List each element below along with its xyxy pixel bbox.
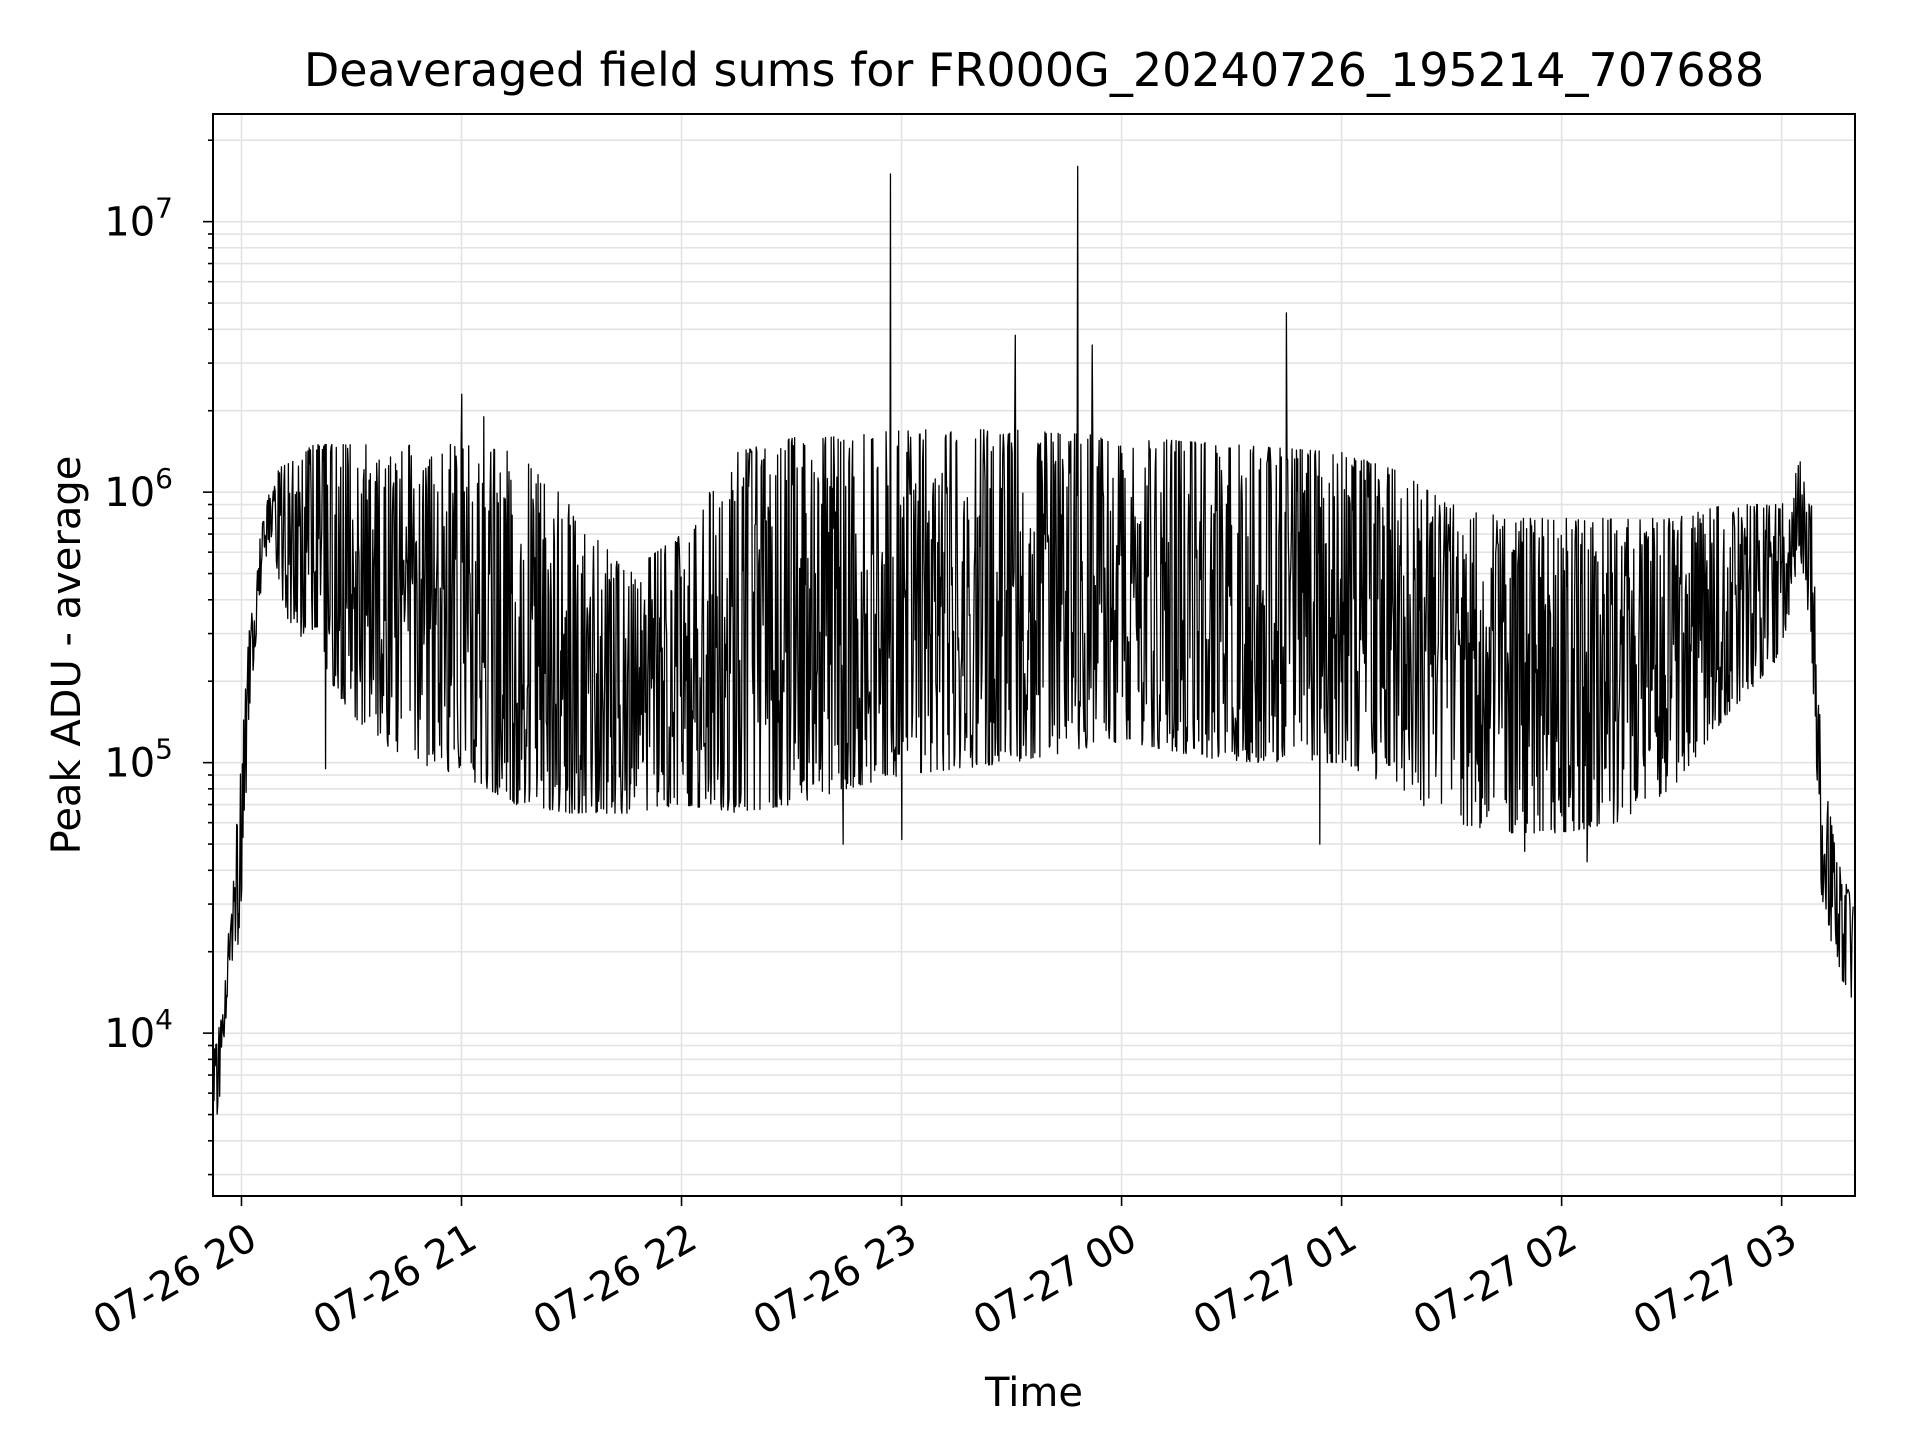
y-tick-label-base: 10 — [104, 1011, 155, 1057]
x-tick-label: 07-26 23 — [746, 1215, 925, 1345]
y-tick-label-exponent: 4 — [155, 1003, 173, 1036]
y-tick-label-exponent: 6 — [155, 462, 173, 495]
y-tick-label-base: 10 — [104, 200, 155, 246]
x-tick-label: 07-27 00 — [966, 1215, 1145, 1345]
x-axis-label: Time — [984, 1370, 1083, 1416]
x-tick-label: 07-27 01 — [1186, 1215, 1365, 1345]
x-tick-label: 07-27 02 — [1406, 1215, 1585, 1345]
chart-title: Deaveraged field sums for FR000G_2024072… — [304, 43, 1764, 97]
y-tick-label-exponent: 5 — [155, 733, 173, 766]
plot-frame — [212, 113, 1856, 1197]
y-tick-label: 105 — [104, 733, 173, 787]
series-path — [213, 165, 1854, 1115]
y-axis-label: Peak ADU - average — [44, 456, 90, 855]
y-tick-label: 104 — [104, 1003, 173, 1057]
x-tick-label: 07-26 20 — [86, 1215, 265, 1345]
y-tick-label-base: 10 — [104, 470, 155, 516]
grid-lines — [213, 114, 1855, 1196]
x-tick-label: 07-27 03 — [1626, 1215, 1805, 1345]
y-tick-label: 107 — [104, 192, 173, 246]
x-tick-label: 07-26 22 — [526, 1215, 705, 1345]
y-tick-label: 106 — [104, 462, 173, 516]
y-tick-label-exponent: 7 — [155, 192, 173, 225]
y-tick-label-base: 10 — [104, 741, 155, 787]
x-tick-label: 07-26 21 — [306, 1215, 485, 1345]
series-line — [213, 165, 1854, 1115]
